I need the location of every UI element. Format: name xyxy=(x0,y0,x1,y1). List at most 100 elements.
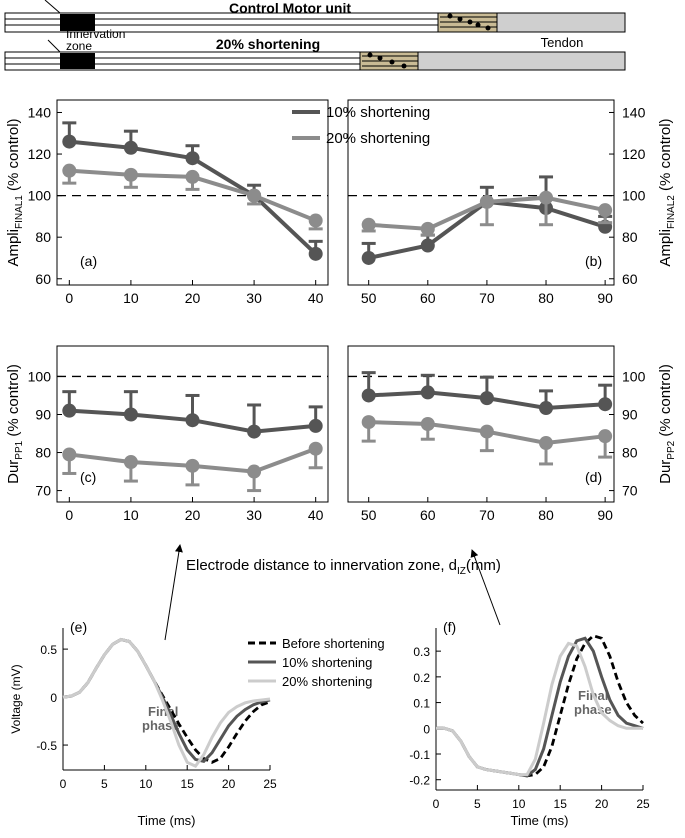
marker xyxy=(308,246,323,261)
y-tick-label: 140 xyxy=(622,104,646,120)
marker xyxy=(539,401,554,416)
y-axis-label-sub: FINAL2 xyxy=(666,195,677,229)
phase-annotation: phase xyxy=(574,702,612,717)
x-tick-label: 0 xyxy=(433,797,440,811)
legend-label: Before shortening xyxy=(282,636,385,651)
y-tick-label: 60 xyxy=(35,271,51,287)
marker xyxy=(247,464,262,479)
y-tick-label: -0.5 xyxy=(36,739,57,753)
y-axis-label-sub: FINAL1 xyxy=(14,195,25,229)
y-tick-label: -0.2 xyxy=(409,774,430,788)
y-axis-label: DurPP2 (% control) xyxy=(657,364,677,484)
marker xyxy=(420,238,435,253)
x-tick-label: 10 xyxy=(123,507,139,523)
x-tick-label: 60 xyxy=(420,290,436,306)
x-tick-label: 20 xyxy=(185,290,201,306)
marker xyxy=(123,140,138,155)
diagram-title: 20% shortening xyxy=(216,36,320,52)
y-tick-label: 100 xyxy=(622,188,646,204)
y-tick-label: 80 xyxy=(622,229,638,245)
y-tick-label: 100 xyxy=(28,188,52,204)
x-tick-label: 10 xyxy=(123,290,139,306)
y-tick-label: 80 xyxy=(35,445,51,461)
y-axis-label: DurPP1 (% control) xyxy=(5,364,25,484)
iz-label: Innervation xyxy=(66,27,125,41)
marker xyxy=(361,388,376,403)
muscle-diagram: Control Motor unit Innervation zone 20% … xyxy=(4,0,626,71)
legend-label: 20% shortening xyxy=(282,674,372,689)
plot-frame xyxy=(347,99,615,286)
x-tick-label: 15 xyxy=(554,797,568,811)
x-axis-label-tail: (mm) xyxy=(466,557,501,574)
x-tick-label: 90 xyxy=(597,290,613,306)
y-tick-label: 90 xyxy=(622,406,638,422)
marker xyxy=(185,458,200,473)
y-tick-label: 0.1 xyxy=(413,697,430,711)
x-tick-label: 10 xyxy=(139,777,153,791)
y-axis-label-tail: (% control) xyxy=(657,118,674,195)
panel-label: (d) xyxy=(585,469,602,485)
y-axis-label-main: Ampli xyxy=(657,229,674,267)
marker xyxy=(123,167,138,182)
marker xyxy=(308,418,323,433)
y-axis-label-main: Dur xyxy=(5,460,22,484)
x-tick-label: 70 xyxy=(479,507,495,523)
marker xyxy=(62,403,77,418)
marker xyxy=(539,436,554,451)
marker xyxy=(247,188,262,203)
y-tick-label: 120 xyxy=(622,146,646,162)
x-tick-label: 50 xyxy=(361,290,377,306)
x-tick-label: 30 xyxy=(246,507,262,523)
series-line xyxy=(62,637,271,769)
panel-label: (f) xyxy=(443,619,456,635)
x-axis-label-main: Electrode distance to innervation zone, … xyxy=(186,557,457,574)
marker xyxy=(479,391,494,406)
marker xyxy=(185,169,200,184)
y-tick-label: 80 xyxy=(622,445,638,461)
x-tick-label: 25 xyxy=(636,797,650,811)
x-tick-label: 5 xyxy=(101,777,108,791)
marker xyxy=(479,424,494,439)
y-tick-label: 140 xyxy=(28,104,52,120)
plot-frame xyxy=(56,99,329,286)
series-line xyxy=(436,641,643,777)
arrow xyxy=(470,549,501,626)
y-tick-label: -0.1 xyxy=(409,748,430,762)
y-tick-label: 100 xyxy=(622,368,646,384)
y-tick-label: 0.2 xyxy=(413,671,430,685)
marker xyxy=(185,413,200,428)
y-tick-label: 80 xyxy=(35,229,51,245)
y-tick-label: 120 xyxy=(28,146,52,162)
x-tick-label: 20 xyxy=(595,797,609,811)
series-line xyxy=(62,637,271,764)
x-tick-label: 5 xyxy=(474,797,481,811)
marker xyxy=(308,213,323,228)
y-tick-label: 70 xyxy=(35,483,51,499)
y-axis-label-main: Ampli xyxy=(5,229,22,267)
y-axis-label-sub: PP1 xyxy=(14,440,25,459)
y-tick-label: 60 xyxy=(622,271,638,287)
marker xyxy=(598,429,613,444)
x-tick-label: 15 xyxy=(181,777,195,791)
y-axis-label: Voltage (mV) xyxy=(9,664,23,733)
x-tick-label: 90 xyxy=(597,507,613,523)
y-tick-label: 70 xyxy=(622,483,638,499)
x-axis-label-sub: IZ xyxy=(457,566,466,577)
y-tick-label: 0 xyxy=(423,722,430,736)
marker xyxy=(123,407,138,422)
y-tick-label: 90 xyxy=(35,406,51,422)
panel-label: (a) xyxy=(80,253,97,269)
marker xyxy=(420,221,435,236)
legend-label: 10% shortening xyxy=(282,655,372,670)
marker xyxy=(62,163,77,178)
x-tick-label: 0 xyxy=(65,290,73,306)
diagram-title: Control Motor unit xyxy=(229,0,351,16)
y-tick-label: 0.3 xyxy=(413,645,430,659)
x-tick-label: 40 xyxy=(308,290,324,306)
x-axis-label: Electrode distance to innervation zone, … xyxy=(186,557,501,577)
tendon-label: Tendon xyxy=(541,35,584,50)
marker xyxy=(62,447,77,462)
iz-label: zone xyxy=(66,39,92,53)
y-axis-label-tail: (% control) xyxy=(657,364,674,441)
